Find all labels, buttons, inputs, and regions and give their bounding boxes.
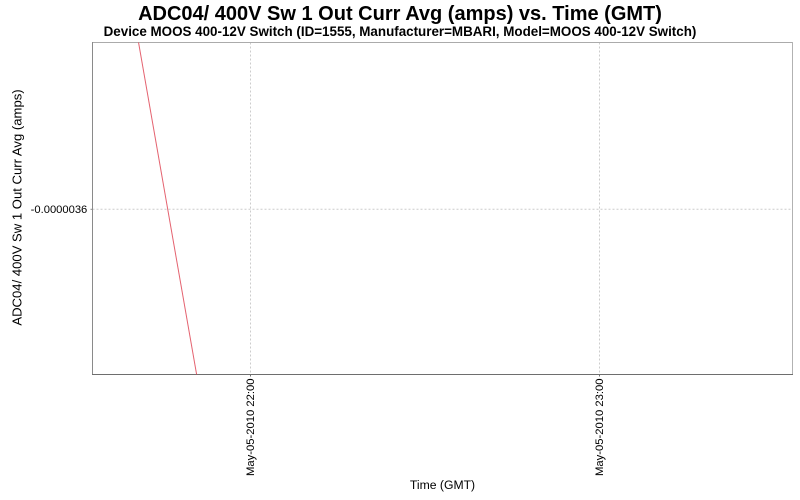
svg-text:ADC04/ 400V Sw 1 Out Curr Avg: ADC04/ 400V Sw 1 Out Curr Avg (amps) vs.… [138,3,662,25]
svg-text:Time (GMT): Time (GMT) [410,478,475,492]
svg-text:May-05-2010 23:00: May-05-2010 23:00 [594,378,606,476]
svg-text:Device MOOS 400-12V Switch (ID: Device MOOS 400-12V Switch (ID=1555, Man… [104,24,697,39]
svg-text:ADC04/ 400V Sw 1 Out Curr Avg: ADC04/ 400V Sw 1 Out Curr Avg (amps) [10,89,25,325]
svg-text:May-05-2010 22:00: May-05-2010 22:00 [245,378,257,476]
svg-text:-0.0000036: -0.0000036 [31,204,88,216]
